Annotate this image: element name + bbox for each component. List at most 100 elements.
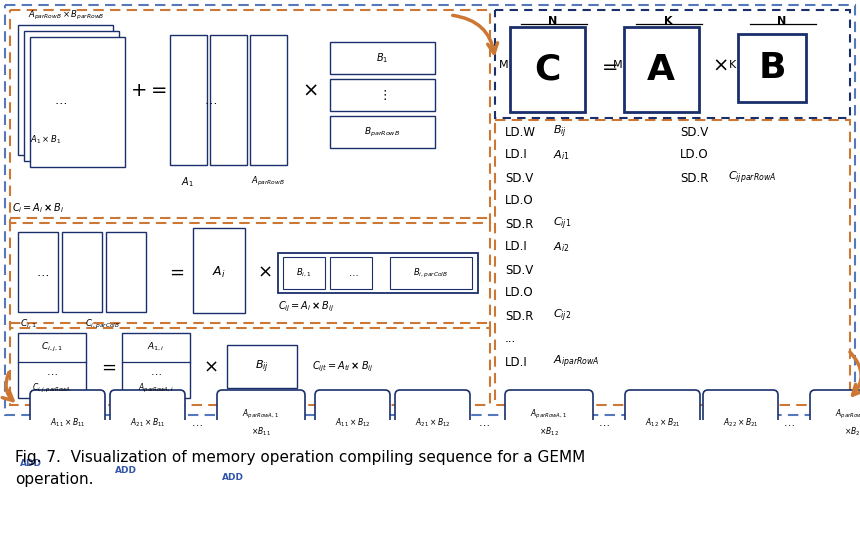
Text: SD.V: SD.V	[505, 263, 533, 277]
Text: $\mathbf{B}$: $\mathbf{B}$	[759, 51, 785, 85]
Text: $=$: $=$	[598, 55, 618, 75]
Text: LD.O: LD.O	[505, 195, 533, 208]
Text: $C_i = \boldsymbol{A_i \times B_i}$: $C_i = \boldsymbol{A_i \times B_i}$	[12, 201, 64, 215]
Text: $\ldots$: $\ldots$	[347, 268, 359, 278]
Text: $\times$: $\times$	[203, 358, 218, 376]
Text: $B_{parRowB}$: $B_{parRowB}$	[364, 126, 400, 138]
Bar	[283, 257, 325, 289]
Bar	[18, 25, 113, 155]
Text: LD.I: LD.I	[505, 355, 528, 368]
Text: ...: ...	[505, 333, 516, 345]
FancyBboxPatch shape	[110, 390, 185, 455]
Bar	[390, 257, 472, 289]
Bar	[495, 10, 850, 118]
Text: N: N	[777, 16, 787, 26]
FancyBboxPatch shape	[505, 390, 593, 455]
Text: $A_{parRowA,i}$: $A_{parRowA,i}$	[138, 382, 174, 395]
Text: $A_{parRowB}$: $A_{parRowB}$	[251, 175, 285, 188]
Text: LD.O: LD.O	[505, 286, 533, 300]
Text: SD.R: SD.R	[505, 218, 533, 230]
Text: $+=$: $+=$	[130, 80, 166, 99]
Text: LD.O: LD.O	[680, 148, 709, 161]
Bar	[18, 333, 86, 398]
Text: $A_{11} \times B_{11}$: $A_{11} \times B_{11}$	[50, 416, 85, 429]
Bar	[10, 10, 490, 223]
Text: $\times$: $\times$	[712, 55, 728, 75]
Text: $\times$: $\times$	[302, 80, 318, 99]
Text: ADD: ADD	[115, 466, 137, 475]
Bar	[106, 232, 146, 312]
Text: SD.V: SD.V	[680, 126, 709, 138]
Bar	[10, 218, 490, 328]
Text: M: M	[499, 60, 508, 70]
Text: ADD: ADD	[20, 459, 42, 468]
Bar	[495, 120, 850, 405]
Bar	[170, 35, 207, 165]
Text: $=$: $=$	[166, 263, 184, 281]
Text: $B_1$: $B_1$	[376, 51, 388, 65]
Text: $\ldots$: $\ldots$	[598, 417, 610, 427]
FancyBboxPatch shape	[810, 390, 860, 455]
Text: K: K	[728, 60, 736, 70]
Text: $\vdots$: $\vdots$	[378, 88, 386, 102]
Text: $A_1 \times B_1$: $A_1 \times B_1$	[30, 134, 61, 146]
Text: $\ldots$: $\ldots$	[191, 417, 203, 427]
Bar	[330, 257, 372, 289]
Bar	[330, 42, 435, 74]
Text: $A_{22} \times B_{21}$: $A_{22} \times B_{21}$	[722, 416, 759, 429]
Text: $\ldots$: $\ldots$	[150, 367, 162, 377]
Text: $=$: $=$	[98, 358, 116, 376]
Text: $A_{parRowA,2}$
$\times B_{21}$: $A_{parRowA,2}$ $\times B_{21}$	[835, 407, 860, 437]
Text: $A_{11} \times B_{12}$: $A_{11} \times B_{12}$	[335, 416, 371, 429]
Text: LD.I: LD.I	[505, 240, 528, 253]
Text: $A_1$: $A_1$	[181, 175, 194, 189]
Text: $\ldots$: $\ldots$	[204, 94, 217, 107]
Text: $A_{iparRowA}$: $A_{iparRowA}$	[553, 354, 599, 370]
Text: $\mathbf{A}$: $\mathbf{A}$	[646, 53, 676, 87]
Text: $A_{i2}$: $A_{i2}$	[553, 240, 569, 254]
Bar	[330, 116, 435, 148]
Bar	[122, 333, 190, 398]
FancyBboxPatch shape	[30, 390, 105, 455]
FancyBboxPatch shape	[315, 390, 390, 455]
Bar	[738, 34, 806, 102]
Text: N: N	[549, 16, 557, 26]
Text: $C_{i,j,parRowA}$: $C_{i,j,parRowA}$	[33, 382, 71, 395]
Bar	[250, 35, 287, 165]
Text: $A_i$: $A_i$	[212, 264, 226, 280]
Text: SD.V: SD.V	[505, 171, 533, 185]
FancyBboxPatch shape	[395, 390, 470, 455]
Text: $A_{1,i}$: $A_{1,i}$	[147, 341, 165, 353]
Text: $B_{i,1}$: $B_{i,1}$	[296, 267, 312, 279]
Text: SD.R: SD.R	[505, 310, 533, 323]
Text: $\ldots$: $\ldots$	[783, 417, 795, 427]
Text: Fig. 7.  Visualization of memory operation compiling sequence for a GEMM
operati: Fig. 7. Visualization of memory operatio…	[15, 450, 586, 487]
Text: ADD: ADD	[222, 473, 244, 482]
Text: $\ldots$: $\ldots$	[35, 266, 48, 278]
Text: $A_{i1}$: $A_{i1}$	[553, 148, 569, 162]
Bar	[278, 253, 478, 293]
Text: $C_{ij1}$: $C_{ij1}$	[553, 216, 571, 232]
Text: $\mathbf{C}$: $\mathbf{C}$	[534, 53, 560, 87]
Text: $C_{i,j,1}$: $C_{i,j,1}$	[41, 340, 63, 354]
Bar	[210, 35, 247, 165]
Bar	[18, 232, 58, 312]
Text: $\ldots$: $\ldots$	[46, 367, 58, 377]
FancyBboxPatch shape	[703, 390, 778, 455]
Text: SD.R: SD.R	[680, 171, 709, 185]
Bar	[624, 27, 699, 112]
Text: $C_{i,parColB}$: $C_{i,parColB}$	[85, 318, 120, 331]
Text: $B_{ij}$: $B_{ij}$	[553, 124, 567, 140]
Bar	[330, 79, 435, 111]
Bar	[62, 232, 102, 312]
Text: $B_{i,parColB}$: $B_{i,parColB}$	[414, 267, 449, 280]
Text: $A_{parRowB} \times B_{parRowB}$: $A_{parRowB} \times B_{parRowB}$	[28, 9, 104, 22]
Text: $C_{ijparRowA}$: $C_{ijparRowA}$	[728, 170, 777, 186]
Text: $A_{21} \times B_{11}$: $A_{21} \times B_{11}$	[130, 416, 165, 429]
Text: $C_{ij} = \boldsymbol{A_i \times B_{ij}}$: $C_{ij} = \boldsymbol{A_i \times B_{ij}}…	[278, 300, 335, 314]
Text: K: K	[664, 16, 673, 26]
Text: $\ldots$: $\ldots$	[53, 94, 66, 107]
Text: $C_{i,1}$: $C_{i,1}$	[20, 318, 37, 330]
Text: LD.I: LD.I	[505, 148, 528, 161]
Bar	[30, 37, 125, 167]
